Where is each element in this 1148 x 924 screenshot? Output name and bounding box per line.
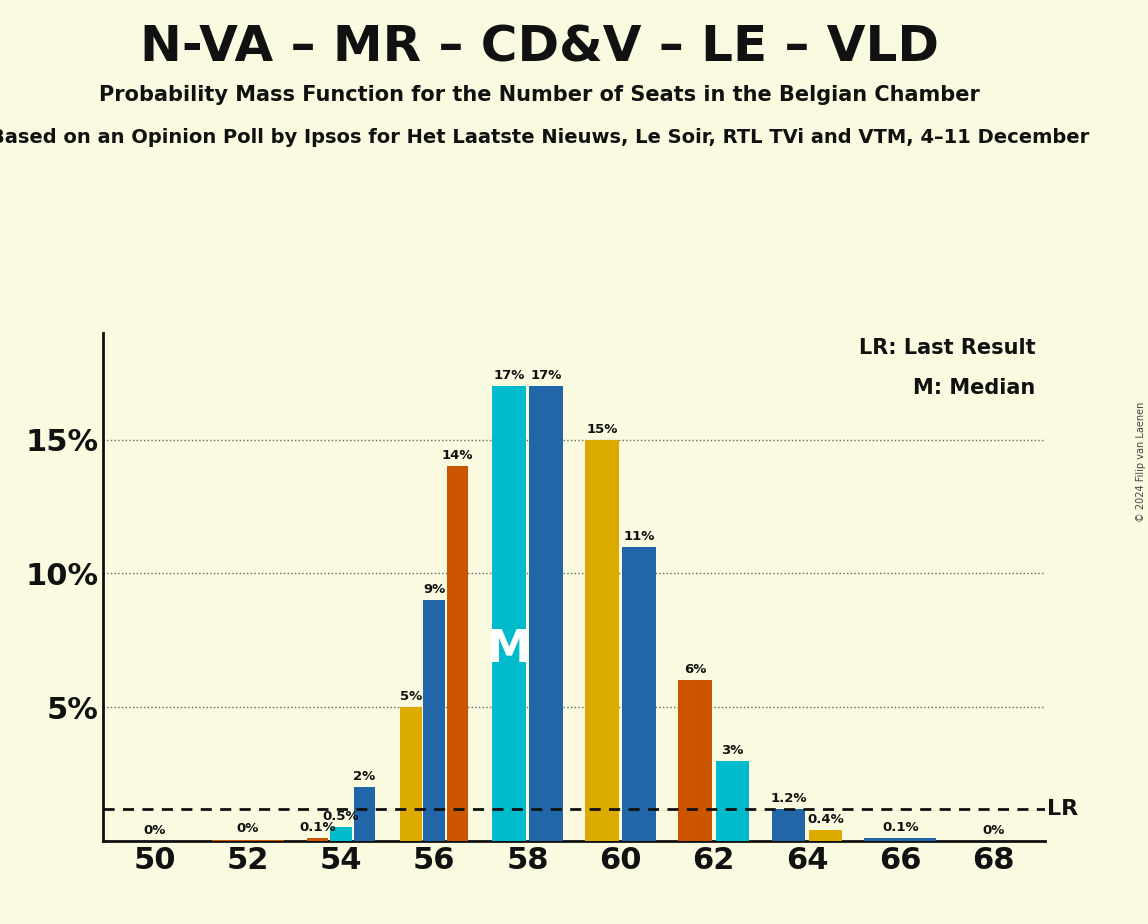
Text: 0.4%: 0.4% <box>807 813 844 826</box>
Text: 5%: 5% <box>400 690 422 703</box>
Bar <box>864 838 937 841</box>
Text: LR: LR <box>1047 798 1078 819</box>
Bar <box>401 707 421 841</box>
Bar <box>585 440 619 841</box>
Text: 17%: 17% <box>530 369 561 383</box>
Text: 15%: 15% <box>587 422 618 435</box>
Bar <box>809 830 843 841</box>
Text: 6%: 6% <box>684 663 706 676</box>
Text: 1.2%: 1.2% <box>770 792 807 805</box>
Bar <box>307 838 328 841</box>
Text: © 2024 Filip van Laenen: © 2024 Filip van Laenen <box>1135 402 1146 522</box>
Text: M: M <box>487 628 530 672</box>
Text: 0.5%: 0.5% <box>323 810 359 823</box>
Text: 9%: 9% <box>424 583 445 596</box>
Bar <box>622 547 656 841</box>
Text: 3%: 3% <box>721 744 744 757</box>
Bar <box>424 600 445 841</box>
Bar <box>492 386 526 841</box>
Text: LR: Last Result: LR: Last Result <box>859 337 1035 358</box>
Bar <box>771 808 805 841</box>
Bar <box>331 828 351 841</box>
Bar <box>447 467 468 841</box>
Text: 0%: 0% <box>144 824 165 837</box>
Text: Based on an Opinion Poll by Ipsos for Het Laatste Nieuws, Le Soir, RTL TVi and V: Based on an Opinion Poll by Ipsos for He… <box>0 128 1089 147</box>
Text: 14%: 14% <box>442 449 473 462</box>
Bar <box>211 840 284 841</box>
Text: 0%: 0% <box>983 824 1004 837</box>
Text: 11%: 11% <box>623 529 654 542</box>
Bar <box>715 760 750 841</box>
Bar <box>678 680 712 841</box>
Text: 0%: 0% <box>236 822 259 835</box>
Bar <box>354 787 375 841</box>
Bar <box>529 386 563 841</box>
Text: Probability Mass Function for the Number of Seats in the Belgian Chamber: Probability Mass Function for the Number… <box>99 85 980 105</box>
Text: M: Median: M: Median <box>913 379 1035 398</box>
Text: N-VA – MR – CD&V – LE – VLD: N-VA – MR – CD&V – LE – VLD <box>140 23 939 71</box>
Text: 0.1%: 0.1% <box>300 821 336 834</box>
Text: 17%: 17% <box>494 369 525 383</box>
Text: 2%: 2% <box>354 771 375 784</box>
Text: 0.1%: 0.1% <box>882 821 918 834</box>
